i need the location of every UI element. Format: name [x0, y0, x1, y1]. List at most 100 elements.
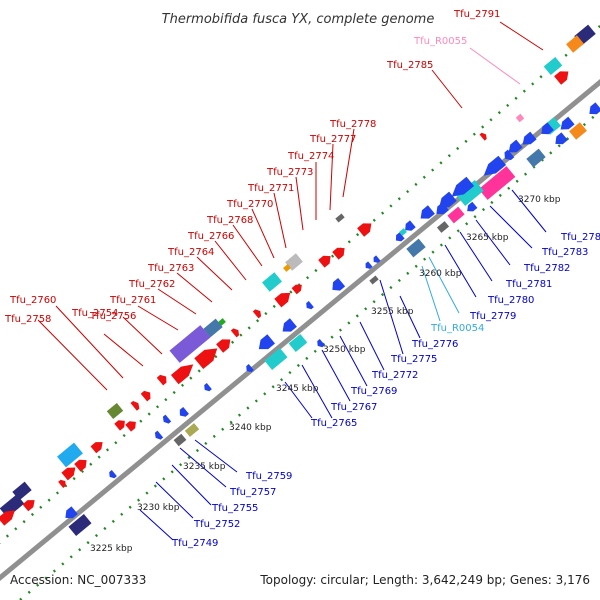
- gene-feature-4: [479, 132, 487, 141]
- leader-line-0: [499, 21, 544, 51]
- scale-label-0: 3225 kbp: [90, 544, 133, 554]
- gene-feature-12: [274, 292, 291, 308]
- leader-line-8: [251, 208, 275, 259]
- leader-line-31: [301, 364, 333, 419]
- leader-line-17: [37, 319, 108, 391]
- map-title: Thermobifida fusca YX, complete genome: [162, 12, 435, 27]
- label-tfu-2773: Tfu_2773: [266, 167, 313, 178]
- leader-line-32: [284, 381, 313, 419]
- label-tfu-2770: Tfu_2770: [226, 199, 273, 210]
- leader-line-7: [273, 192, 287, 249]
- leader-line-23: [444, 244, 477, 298]
- gene-feature-21: [170, 364, 194, 385]
- leader-line-37: [139, 509, 174, 541]
- gene-feature-37: [589, 102, 600, 115]
- label-tfu-r0054: Tfu_R0054: [430, 323, 484, 334]
- gene-feature-47: [504, 149, 515, 161]
- gene-feature-29: [57, 442, 83, 468]
- label-tfu-2775: Tfu_2775: [390, 354, 437, 365]
- gene-feature-10: [332, 247, 345, 260]
- scale-label-9: 3270 kbp: [518, 195, 561, 205]
- label-tfu-2767: Tfu_2767: [330, 402, 377, 413]
- label-tfu-2785: Tfu_2785: [386, 60, 433, 71]
- backbone-line: [0, 79, 600, 581]
- scale-label-2: 3235 kbp: [183, 462, 226, 472]
- gene-feature-50: [456, 179, 484, 207]
- accession-text: Accession: NC_007333: [10, 573, 147, 587]
- gene-feature-27: [125, 421, 136, 432]
- label-tfu-2763: Tfu_2763: [147, 263, 194, 274]
- leader-line-33: [194, 439, 238, 473]
- tick-line-inner: [19, 109, 600, 600]
- label-tfu-2791: Tfu_2791: [453, 9, 500, 20]
- leader-line-30: [321, 349, 351, 402]
- gene-feature-35: [0, 510, 15, 526]
- gene-feature-18: [194, 348, 218, 370]
- gene-feature-57: [467, 201, 478, 212]
- label-tfu-2771: Tfu_2771: [247, 183, 294, 194]
- gene-feature-31: [61, 467, 76, 481]
- label-tfu-2759: Tfu_2759: [245, 471, 292, 482]
- gene-feature-1: [566, 35, 584, 53]
- gene-feature-75: [162, 414, 172, 424]
- label-tfu-2758: Tfu_2758: [4, 314, 51, 325]
- leader-line-20: [489, 205, 533, 249]
- leader-line-15: [55, 305, 124, 379]
- gene-feature-69: [258, 334, 275, 350]
- gene-feature-5: [335, 213, 345, 223]
- label-tfu-2776: Tfu_2776: [411, 339, 458, 350]
- label-tfu-2760: Tfu_2760: [9, 295, 56, 306]
- label-tfu-2755: Tfu_2755: [211, 503, 258, 514]
- label-tfu-2779: Tfu_2779: [469, 311, 516, 322]
- leader-line-14: [137, 305, 179, 331]
- label-tfu-2762: Tfu_2762: [128, 279, 175, 290]
- gene-feature-77: [173, 433, 187, 447]
- gene-feature-42: [541, 122, 554, 135]
- gene-feature-53: [436, 202, 449, 215]
- label-tfu-2782: Tfu_2782: [523, 263, 570, 274]
- tick-marks: [0, 25, 600, 600]
- scale-label-6: 3255 kbp: [371, 307, 414, 317]
- label-tfu-r0055: Tfu_R0055: [413, 36, 467, 47]
- label-tfu-2777: Tfu_2777: [309, 134, 356, 145]
- leader-line-10: [214, 240, 247, 281]
- gene-feature-72: [246, 364, 254, 373]
- label-leaders: [37, 21, 547, 541]
- gene-features: [0, 24, 600, 536]
- gene-feature-6: [357, 223, 372, 237]
- gene-feature-13: [291, 284, 302, 295]
- gene-feature-41: [555, 132, 568, 145]
- gene-feature-49: [478, 166, 516, 200]
- leader-line-34: [179, 447, 227, 488]
- gene-feature-8: [283, 264, 291, 272]
- label-tfu-2769: Tfu_2769: [350, 386, 397, 397]
- gene-feature-80: [65, 506, 78, 519]
- gene-feature-9: [318, 255, 331, 268]
- leader-line-19: [511, 189, 547, 233]
- label-tfu-2768: Tfu_2768: [206, 215, 253, 226]
- leader-line-3: [342, 128, 355, 198]
- gene-feature-26: [114, 420, 125, 431]
- label-tfu-2765: Tfu_2765: [310, 418, 357, 429]
- gene-feature-36: [22, 500, 35, 512]
- scale-label-1: 3230 kbp: [137, 503, 180, 513]
- gene-feature-19: [216, 339, 231, 353]
- gene-feature-54: [447, 206, 465, 224]
- gene-feature-79: [109, 470, 117, 479]
- label-tfu-2752: Tfu_2752: [193, 519, 240, 530]
- gene-feature-39: [560, 116, 575, 130]
- gene-feature-43: [515, 113, 525, 123]
- label-tfu-2757: Tfu_2757: [229, 487, 276, 498]
- leader-line-22: [459, 231, 493, 282]
- gene-feature-62: [373, 255, 381, 263]
- label-tfu-2774: Tfu_2774: [287, 151, 334, 162]
- gene-feature-25: [106, 403, 124, 419]
- gene-feature-63: [365, 261, 373, 269]
- gene-feature-73: [204, 383, 212, 392]
- gene-feature-71: [317, 339, 325, 348]
- label-tfu-2778: Tfu_2778: [329, 119, 376, 130]
- gene-feature-11: [262, 272, 282, 292]
- leader-line-28: [359, 321, 385, 371]
- leader-line-29: [339, 335, 368, 387]
- leader-line-2: [431, 69, 463, 109]
